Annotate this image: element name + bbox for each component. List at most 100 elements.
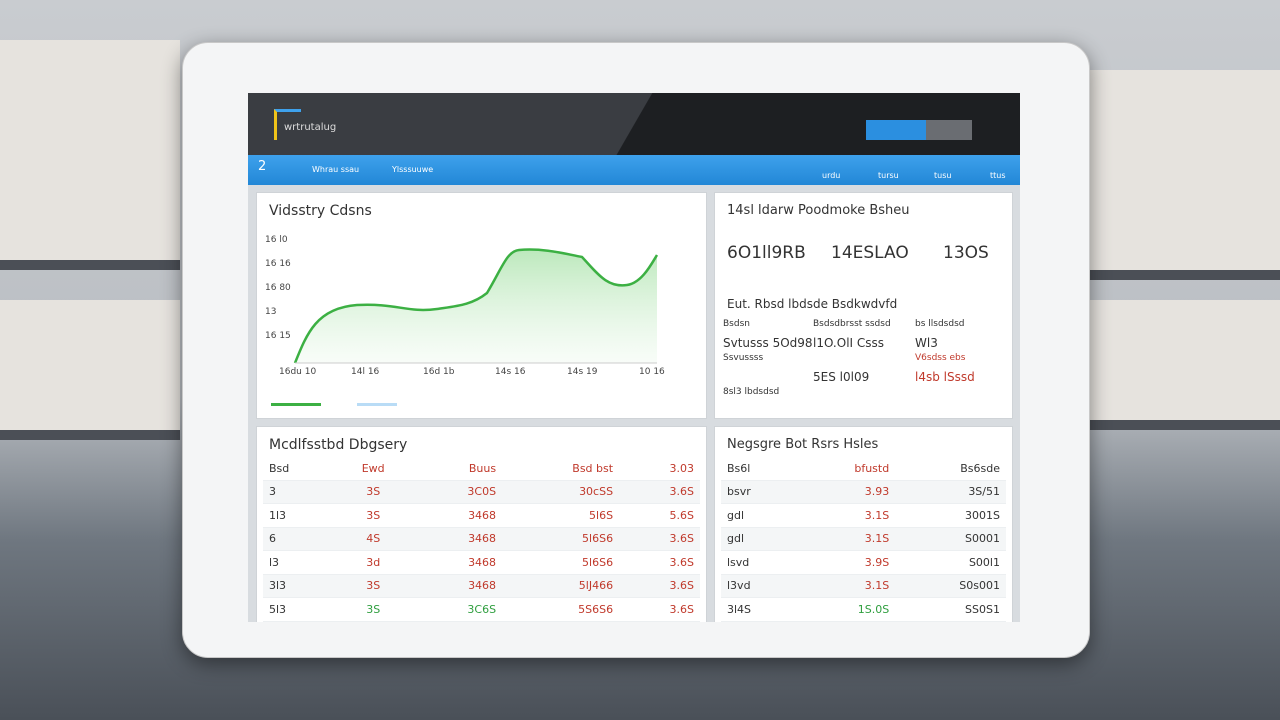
nav-icon-label: tusu bbox=[934, 171, 952, 180]
x-tick-label: 14s 16 bbox=[495, 367, 526, 377]
table-cell: gdl bbox=[721, 527, 797, 551]
orders-table: Bs6l bfustd Bs6sde bsvr 3.93 3S/51 gdl 3.1S 3001… bbox=[721, 457, 1006, 622]
table-row: 3 3S 3C0S 30cSS 3.6S bbox=[263, 480, 700, 504]
delivery-table: Bsd Ewd Buus Bsd bst 3.03 3 3S 3C0S 30cSS 3.6S 1l3… bbox=[263, 457, 700, 622]
metric-row-text: 5ES l0l09 bbox=[813, 370, 870, 384]
metric-row-text: Bsdsdbrsst ssdsd bbox=[813, 319, 891, 329]
table-cell: 3d bbox=[334, 550, 412, 575]
table-row: lsvd 3.9S S00l1 bbox=[721, 550, 1006, 575]
table-row: 1l3 3S 3468 5l6S 5.6S bbox=[263, 503, 700, 528]
trend-line bbox=[293, 248, 659, 364]
column-header: Ewd bbox=[334, 457, 412, 481]
column-header: Bsd bbox=[263, 457, 335, 481]
table-cell: 3.6S bbox=[619, 574, 700, 598]
table-cell: 5.6S bbox=[619, 503, 700, 528]
nav-item: 2 bbox=[258, 159, 267, 174]
y-tick-label: 13 bbox=[265, 307, 277, 317]
table-row: gdl 3.1S 3001S bbox=[721, 503, 1006, 528]
table-cell: 1S.0S bbox=[796, 597, 896, 622]
nav-item: Ylsssuuwe bbox=[392, 165, 434, 174]
metric-value: 14ESLAO bbox=[831, 243, 909, 263]
panel-title: 14sl ldarw Poodmoke Bsheu bbox=[727, 203, 910, 218]
table-cell: 3S bbox=[334, 480, 412, 504]
logo-icon bbox=[274, 109, 301, 140]
table-cell: 3l3 bbox=[263, 574, 335, 598]
table-row: bsvr 3.93 3S/51 bbox=[721, 480, 1006, 504]
shelf bbox=[0, 300, 180, 440]
table-cell: 3C6S bbox=[411, 597, 503, 622]
metric-row-text: Wl3 bbox=[915, 336, 938, 350]
legend-swatch bbox=[357, 403, 397, 406]
table-cell: 5l3 bbox=[263, 597, 335, 622]
table-header: Bs6l bfustd Bs6sde bbox=[721, 457, 1006, 481]
table-cell: 3001S bbox=[895, 503, 1006, 528]
table-row: l3vd 3.1S S0s001 bbox=[721, 574, 1006, 598]
metric-row-text: Bsdsn bbox=[723, 319, 750, 329]
trend-area bbox=[295, 249, 657, 363]
nav-icon-label: ttus bbox=[990, 171, 1006, 180]
table-cell: 5l6S6 bbox=[502, 527, 620, 551]
table-cell: 4S bbox=[334, 527, 412, 551]
metric-row-text: l1O.OlI Csss bbox=[813, 336, 885, 350]
orders-panel: Negsgre Bot Rsrs Hsles Bs6l bfustd Bs6sde b… bbox=[714, 426, 1013, 622]
table-cell: S0001 bbox=[895, 527, 1006, 551]
shelf bbox=[1090, 300, 1280, 430]
x-tick-label: 16du 10 bbox=[279, 367, 317, 377]
table-cell: l3 bbox=[263, 550, 335, 575]
delivery-panel: Mcdlfsstbd Dbgsery Bsd Ewd Buus Bsd bst 3.03… bbox=[256, 426, 707, 622]
column-header: Bs6sde bbox=[895, 457, 1006, 481]
column-header: Bsd bst bbox=[502, 457, 620, 481]
table-cell: 3.6S bbox=[619, 527, 700, 551]
metric-row-text: l4sb lSssd bbox=[915, 370, 975, 384]
metric-row-text: Ssvussss bbox=[723, 353, 764, 363]
logo-text: wrtrutalug bbox=[284, 122, 337, 133]
performance-panel: 14sl ldarw Poodmoke Bsheu Eut. Rbsd lbds… bbox=[714, 192, 1013, 419]
table-cell: bsvr bbox=[721, 480, 797, 504]
table-cell: 3.1S bbox=[796, 574, 896, 598]
legend-swatch bbox=[271, 403, 321, 406]
panel-title: Negsgre Bot Rsrs Hsles bbox=[727, 437, 879, 452]
table-cell: 5S6S6 bbox=[502, 597, 620, 622]
table-row: 5l3 3S 3C6S 5S6S6 3.6S bbox=[263, 597, 700, 622]
table-cell: 3C0S bbox=[411, 480, 503, 504]
shelf bbox=[1090, 70, 1280, 280]
table-cell: 3468 bbox=[411, 550, 503, 575]
metric-value: 13OS bbox=[943, 243, 989, 263]
panel-subtitle: Eut. Rbsd lbdsde Bsdkwdvfd bbox=[727, 297, 898, 311]
table-cell: S00l1 bbox=[895, 550, 1006, 575]
column-header: 3.03 bbox=[619, 457, 700, 481]
table-cell: 3S/51 bbox=[895, 480, 1006, 504]
table-row: 6 4S 3468 5l6S6 3.6S bbox=[263, 527, 700, 551]
table-cell: 3S bbox=[334, 597, 412, 622]
table-cell: 5l6S6 bbox=[502, 550, 620, 575]
metric-row-text: V6sdss ebs bbox=[915, 353, 966, 363]
table-cell: 3l4S bbox=[721, 597, 797, 622]
x-tick-label: 16d 1b bbox=[423, 367, 455, 377]
search-box[interactable] bbox=[926, 120, 972, 140]
nav-item: Whrau ssau bbox=[312, 165, 360, 174]
table-cell: 3.1S bbox=[796, 527, 896, 551]
table-row: 3l3 3S 3468 5lJ466 3.6S bbox=[263, 574, 700, 598]
table-cell: 3S bbox=[334, 574, 412, 598]
table-cell: 30cSS bbox=[502, 480, 620, 504]
table-header: Bsd Ewd Buus Bsd bst 3.03 bbox=[263, 457, 700, 481]
x-tick-label: 10 16 bbox=[639, 367, 665, 377]
search-button[interactable] bbox=[866, 120, 926, 140]
table-cell: 3.6S bbox=[619, 550, 700, 575]
table-cell: 1l3 bbox=[263, 503, 335, 528]
table-cell: 3468 bbox=[411, 574, 503, 598]
nav-icon-label: urdu bbox=[822, 171, 841, 180]
table-cell: 3.6S bbox=[619, 480, 700, 504]
screen: wrtrutalug 2 Whrau ssau Ylsssuuwe urdu tursu… bbox=[248, 93, 1020, 622]
table-cell: l3vd bbox=[721, 574, 797, 598]
trend-panel: Vidsstry Cdsns 16 l0 16 16 16 80 13 16 15 16d… bbox=[256, 192, 707, 419]
table-cell: 6 bbox=[263, 527, 335, 551]
table-cell: gdl bbox=[721, 503, 797, 528]
table-cell: 3468 bbox=[411, 527, 503, 551]
y-tick-label: 16 l0 bbox=[265, 235, 288, 245]
metric-value: 6O1ll9RB bbox=[727, 243, 806, 263]
table-cell: 3.6S bbox=[619, 597, 700, 622]
table-cell: 5l6S bbox=[502, 503, 620, 528]
table-cell: S0s001 bbox=[895, 574, 1006, 598]
column-header: bfustd bbox=[796, 457, 896, 481]
